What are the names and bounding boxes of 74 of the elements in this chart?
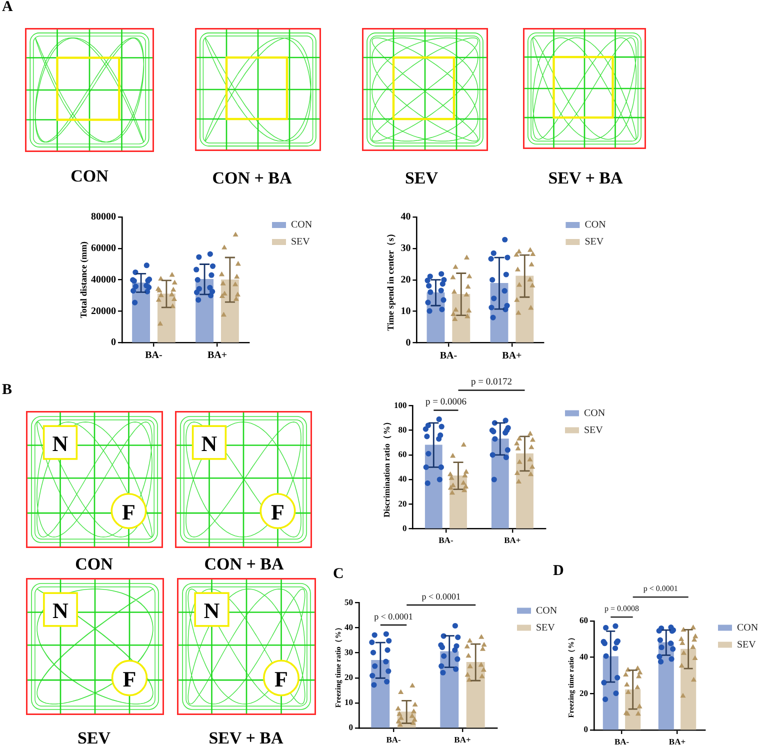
category-label: SEV + BA bbox=[208, 728, 284, 747]
category-label: CON + BA bbox=[204, 554, 284, 574]
category-label: SEV + BA bbox=[548, 168, 623, 188]
y-tick-label: 40 bbox=[400, 212, 411, 223]
legend-label: SEV bbox=[584, 424, 604, 436]
y-tick-label: 80000 bbox=[91, 212, 116, 223]
annotation: p = 0.0006 bbox=[425, 398, 467, 408]
chart-title: C bbox=[333, 566, 344, 582]
text: B bbox=[2, 382, 12, 398]
y-tick-label: 0 bbox=[584, 724, 588, 734]
category-label: CON + BA bbox=[212, 168, 292, 188]
x-tick-label: BA+ bbox=[502, 350, 522, 362]
y-tick-label: 30 bbox=[400, 243, 411, 254]
x-tick-label: BA- bbox=[145, 350, 162, 362]
y-tick-label: 0 bbox=[402, 522, 407, 533]
y-tick-label: 40000 bbox=[91, 274, 116, 286]
x-tick-label: BA- bbox=[386, 734, 401, 744]
category-label: CON bbox=[70, 166, 108, 186]
x-tick-label: BA+ bbox=[668, 736, 686, 746]
legend-label: CON bbox=[737, 622, 758, 634]
annotation: p < 0.0001 bbox=[374, 611, 413, 622]
text: A bbox=[2, 0, 13, 15]
y-tick-label: 40 bbox=[398, 474, 407, 484]
y-axis-title: Time spend in center（s） bbox=[386, 228, 396, 331]
y-tick-label: 20 bbox=[398, 498, 407, 508]
text: p = 0.0008 bbox=[604, 604, 640, 614]
legend-label: CON bbox=[584, 220, 606, 231]
category-label: CON bbox=[75, 554, 113, 574]
arena-track-picture: N F bbox=[26, 578, 164, 715]
bar bbox=[491, 438, 509, 528]
y-tick-label: 40 bbox=[580, 652, 588, 662]
y-tick-label: 0 bbox=[111, 337, 116, 348]
text: p = 0.0172 bbox=[471, 378, 512, 388]
y-tick-label: 20 bbox=[400, 274, 411, 286]
category-label: SEV bbox=[404, 168, 438, 188]
x-tick-label: BA+ bbox=[454, 734, 471, 744]
arena-track-picture: N F bbox=[177, 578, 316, 715]
y-tick-label: 60000 bbox=[91, 242, 116, 254]
bar bbox=[680, 648, 696, 730]
legend-label: SEV bbox=[291, 236, 311, 248]
y-tick-label: 20 bbox=[344, 672, 353, 682]
y-tick-label: 80 bbox=[398, 424, 407, 435]
y-axis-title: Total distance (mm) bbox=[78, 241, 89, 318]
y-tick-label: 50 bbox=[344, 596, 353, 607]
y-tick-label: 40 bbox=[344, 622, 353, 632]
arena-track-picture: N F bbox=[175, 411, 312, 548]
x-tick-label: BA- bbox=[438, 535, 454, 546]
x-tick-label: BA+ bbox=[504, 535, 521, 546]
y-tick-label: 20000 bbox=[91, 306, 116, 317]
y-tick-label: 60 bbox=[398, 449, 407, 460]
y-tick-label: 20 bbox=[580, 688, 588, 698]
legend-label: SEV bbox=[737, 639, 757, 650]
text: p < 0.0001 bbox=[643, 584, 678, 594]
y-tick-label: 100 bbox=[394, 400, 407, 410]
y-tick-label: 10 bbox=[400, 306, 411, 317]
bar bbox=[516, 453, 534, 528]
y-tick-label: 0 bbox=[348, 722, 353, 732]
y-tick-label: 10 bbox=[344, 697, 353, 708]
legend-label: SEV bbox=[584, 236, 604, 248]
x-tick-label: BA- bbox=[614, 736, 630, 746]
y-axis-title: Discrimination ratio（%） bbox=[381, 416, 392, 518]
legend-label: SEV bbox=[536, 622, 556, 634]
arena-track-picture: N F bbox=[26, 411, 163, 548]
legend-label: CON bbox=[536, 605, 558, 616]
x-tick-label: BA+ bbox=[207, 350, 228, 362]
category-label: SEV bbox=[77, 728, 111, 747]
y-tick-label: 30 bbox=[344, 647, 353, 658]
text: p < 0.0001 bbox=[422, 591, 461, 602]
legend-label: CON bbox=[584, 408, 606, 419]
y-tick-label: 0 bbox=[406, 337, 411, 348]
chart-title: D bbox=[553, 563, 564, 579]
x-tick-label: BA- bbox=[440, 350, 458, 362]
legend-label: CON bbox=[291, 220, 312, 231]
y-tick-label: 60 bbox=[580, 615, 588, 626]
